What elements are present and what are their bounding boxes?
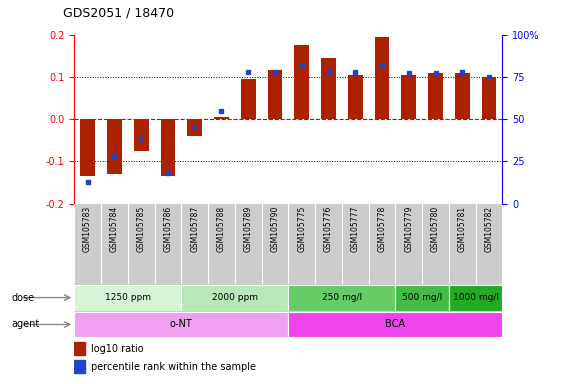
Bar	[288, 311, 502, 338]
Bar	[449, 285, 502, 311]
Bar	[74, 311, 288, 338]
Text: 250 mg/l: 250 mg/l	[322, 293, 362, 302]
Bar	[160, 119, 175, 176]
Text: o-NT: o-NT	[170, 319, 192, 329]
Bar	[395, 285, 449, 311]
Bar	[214, 117, 229, 119]
Bar	[74, 342, 85, 355]
Bar	[81, 119, 95, 176]
Text: GSM105783: GSM105783	[83, 206, 92, 252]
Text: GSM105776: GSM105776	[324, 206, 333, 252]
Text: GSM105781: GSM105781	[458, 206, 467, 252]
Bar	[74, 360, 85, 373]
Bar	[107, 119, 122, 174]
Bar	[455, 73, 470, 119]
Text: percentile rank within the sample: percentile rank within the sample	[91, 362, 256, 372]
Bar	[268, 71, 282, 119]
Text: 1000 mg/l: 1000 mg/l	[453, 293, 498, 302]
Bar	[187, 119, 202, 136]
Text: GSM105787: GSM105787	[190, 206, 199, 252]
Text: dose: dose	[11, 293, 34, 303]
Text: 1250 ppm: 1250 ppm	[104, 293, 151, 302]
Bar	[321, 58, 336, 119]
Text: 2000 ppm: 2000 ppm	[212, 293, 258, 302]
Text: 500 mg/l: 500 mg/l	[402, 293, 443, 302]
Text: GSM105790: GSM105790	[271, 206, 279, 252]
Bar	[74, 285, 182, 311]
Text: agent: agent	[11, 319, 39, 329]
Bar	[241, 79, 256, 119]
Text: GSM105786: GSM105786	[163, 206, 172, 252]
Text: GSM105785: GSM105785	[136, 206, 146, 252]
Bar	[375, 37, 389, 119]
Bar	[182, 285, 288, 311]
Bar	[288, 285, 395, 311]
Text: log10 ratio: log10 ratio	[91, 344, 144, 354]
Text: GSM105779: GSM105779	[404, 206, 413, 252]
Bar	[482, 77, 496, 119]
Text: GSM105780: GSM105780	[431, 206, 440, 252]
Text: GSM105789: GSM105789	[244, 206, 253, 252]
Bar	[348, 75, 363, 119]
Text: BCA: BCA	[385, 319, 405, 329]
Bar	[428, 73, 443, 119]
Text: GSM105784: GSM105784	[110, 206, 119, 252]
Bar	[134, 119, 148, 151]
Text: GSM105778: GSM105778	[377, 206, 387, 252]
Bar	[295, 45, 309, 119]
Bar	[401, 75, 416, 119]
Text: GSM105782: GSM105782	[485, 206, 493, 252]
Text: GDS2051 / 18470: GDS2051 / 18470	[63, 6, 174, 19]
Text: GSM105777: GSM105777	[351, 206, 360, 252]
Text: GSM105788: GSM105788	[217, 206, 226, 252]
Text: GSM105775: GSM105775	[297, 206, 306, 252]
